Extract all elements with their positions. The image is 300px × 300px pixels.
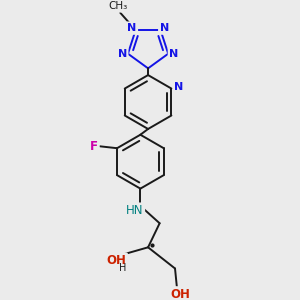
Text: HN: HN	[126, 204, 143, 217]
Text: N: N	[169, 49, 178, 59]
Text: F: F	[90, 140, 98, 153]
Text: OH: OH	[106, 254, 126, 267]
Text: N: N	[175, 82, 184, 92]
Text: N: N	[118, 49, 127, 59]
Text: CH₃: CH₃	[109, 1, 128, 11]
Text: OH: OH	[171, 288, 191, 300]
Text: H: H	[119, 263, 127, 274]
Text: N: N	[127, 23, 136, 33]
Text: N: N	[160, 23, 169, 33]
